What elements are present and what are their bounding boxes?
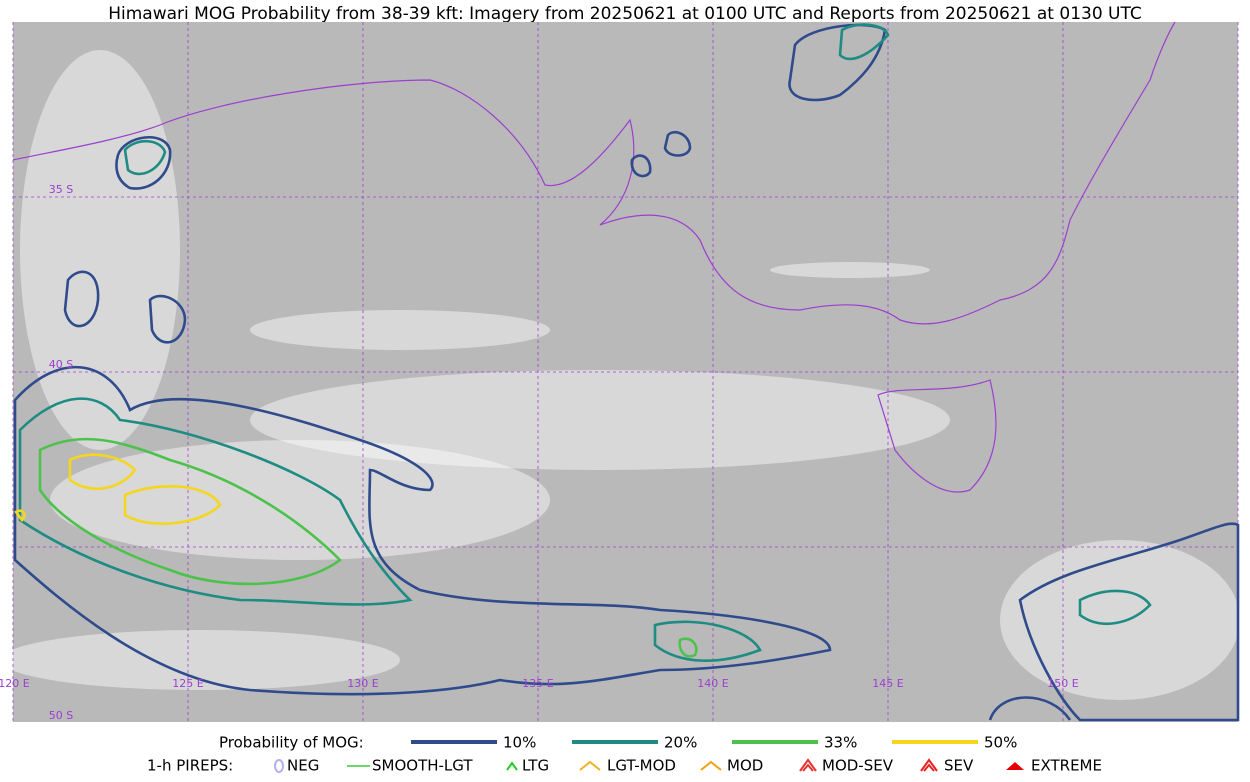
legend-label: EXTREME: [1031, 757, 1102, 775]
mog-contour: [115, 136, 172, 190]
mog-contour: [630, 154, 652, 178]
legend-label: 50%: [984, 734, 1017, 752]
legend-symbol: [274, 759, 284, 773]
legend-label: MOD-SEV: [822, 757, 894, 775]
mog-contour: [678, 637, 698, 658]
legend-label: MOD: [727, 757, 763, 775]
legend-label: SMOOTH-LGT: [372, 757, 473, 775]
coastline: [12, 21, 1176, 493]
mog-contour: [123, 139, 167, 176]
map: 120 E 125 E 130 E 135 E 140 E 145 E 150 …: [0, 21, 1240, 722]
legend-title: 1-h PIREPS:: [147, 757, 233, 775]
legend-title: Probability of MOG:: [219, 734, 364, 752]
legend-label: LTG: [522, 757, 549, 775]
mog-contour: [13, 365, 832, 696]
mog-contour: [1078, 589, 1152, 626]
mog-contour: [123, 485, 222, 525]
latitude-label: 50 S: [49, 709, 73, 722]
mog-contour: [788, 23, 887, 102]
mog-contour: [1018, 522, 1240, 722]
legend-label: 33%: [824, 734, 857, 752]
longitude-label: 145 E: [872, 677, 903, 690]
latitude-label: 35 S: [49, 183, 73, 196]
longitude-label: 120 E: [0, 677, 30, 690]
legend-label: LGT-MOD: [607, 757, 676, 775]
title: Himawari MOG Probability from 38-39 kft:…: [108, 4, 1142, 24]
legend-symbol: [700, 760, 722, 771]
mog-contour: [988, 696, 1072, 721]
longitude-label: 130 E: [347, 677, 378, 690]
cloud-texture: [0, 50, 1240, 700]
longitude-label: 125 E: [172, 677, 203, 690]
longitude-label: 140 E: [697, 677, 728, 690]
mog-contour: [148, 294, 187, 344]
mog-contour: [663, 130, 692, 157]
legend-symbol: [579, 760, 601, 771]
mog-contour: [38, 437, 342, 586]
legend: Probability of MOG: 1-h PIREPS: 10% 20% 33…: [147, 734, 1102, 775]
legend-label: SEV: [944, 757, 974, 775]
mog-contour: [68, 453, 137, 490]
mog-contour: [18, 397, 413, 606]
longitude-label: 150 E: [1047, 677, 1078, 690]
mog-contour: [653, 620, 762, 662]
mog-contour: [838, 23, 890, 61]
legend-label: 20%: [664, 734, 697, 752]
legend-label: NEG: [287, 757, 319, 775]
longitude-label: 135 E: [522, 677, 553, 690]
legend-label: 10%: [503, 734, 536, 752]
legend-symbol: [920, 758, 938, 772]
legend-symbol: [506, 761, 518, 771]
legend-symbol: [1006, 762, 1024, 770]
latitude-label: 40 S: [49, 358, 73, 371]
mog-contour: [63, 270, 100, 328]
mog-contour: [14, 509, 26, 522]
legend-symbol: [799, 758, 817, 772]
mog-contours: [13, 23, 1240, 722]
